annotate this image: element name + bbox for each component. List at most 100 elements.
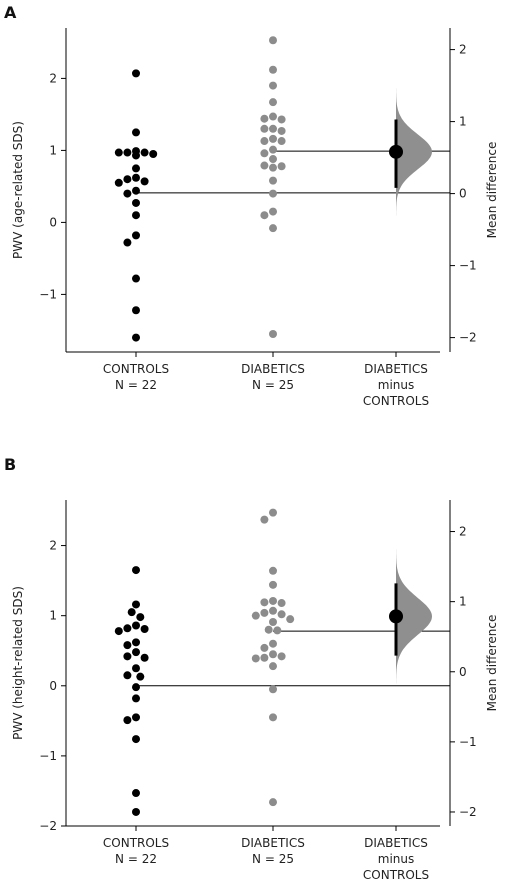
data-point	[136, 613, 145, 622]
data-point	[123, 716, 132, 725]
data-point	[269, 617, 277, 626]
y-tick-label: −1	[39, 287, 57, 301]
data-point	[132, 69, 140, 78]
data-point	[136, 672, 145, 681]
data-point	[123, 189, 132, 198]
data-point	[132, 683, 140, 692]
data-point	[269, 163, 277, 172]
y2-axis-label: Mean difference	[485, 142, 499, 239]
data-point	[132, 807, 140, 816]
y-axis-label: PWV (age-related SDS)	[11, 121, 25, 259]
data-point	[123, 624, 132, 633]
data-point	[132, 231, 140, 240]
x-tick-sublabel: N = 22	[115, 852, 157, 866]
data-point	[269, 685, 277, 694]
data-point	[132, 274, 140, 283]
data-point	[140, 177, 149, 186]
data-point	[269, 798, 277, 807]
data-point	[269, 650, 277, 659]
x-tick-sublabel: N = 22	[115, 378, 157, 392]
contrast-label: DIABETICS	[364, 836, 428, 850]
data-point	[277, 115, 286, 124]
y2-tick-label: −1	[459, 259, 477, 273]
data-point	[132, 713, 140, 722]
y-tick-label: 1	[49, 609, 57, 623]
data-point	[260, 598, 269, 607]
data-point	[260, 608, 269, 617]
data-point	[114, 627, 123, 636]
data-point	[127, 608, 136, 617]
mean-difference-point	[389, 144, 403, 159]
data-point	[260, 643, 269, 652]
data-point	[269, 713, 277, 722]
x-tick-label: CONTROLS	[103, 362, 169, 376]
data-point	[123, 652, 132, 661]
data-point	[132, 735, 140, 744]
contrast-label: CONTROLS	[363, 394, 429, 408]
y-tick-label: 0	[49, 679, 57, 693]
x-tick-label: DIABETICS	[241, 362, 305, 376]
y2-tick-label: −2	[459, 805, 477, 819]
contrast-label: minus	[378, 852, 415, 866]
data-point	[269, 124, 277, 133]
data-point	[286, 615, 295, 624]
panel-label: B	[4, 455, 16, 474]
data-point	[132, 128, 140, 137]
data-point	[132, 648, 140, 657]
data-point	[277, 599, 286, 608]
chart-panel-a: A −1 0 1 2 PWV (age-related SDS) CONTROLS N = 2…	[4, 3, 499, 408]
bootstrap-distribution	[396, 542, 432, 691]
data-point	[260, 124, 269, 133]
data-point	[269, 330, 277, 338]
data-point	[269, 596, 277, 605]
y2-tick-label: 0	[459, 665, 467, 679]
y2-axis-label: Mean difference	[485, 615, 499, 712]
data-point	[269, 65, 277, 74]
data-point	[269, 606, 277, 615]
data-point	[269, 639, 277, 648]
data-point	[123, 641, 132, 650]
contrast-label: minus	[378, 378, 415, 392]
y-tick-label: 2	[49, 539, 57, 553]
data-point	[260, 114, 269, 123]
data-point	[277, 162, 286, 171]
mean-difference-point	[389, 609, 403, 624]
y2-tick-label: 1	[459, 595, 467, 609]
data-point	[140, 148, 149, 157]
data-point	[260, 137, 269, 146]
data-point	[269, 145, 277, 154]
data-point	[260, 653, 269, 662]
data-point	[132, 333, 140, 342]
data-point	[132, 566, 140, 575]
data-point	[123, 238, 132, 247]
data-point	[269, 566, 277, 575]
data-point	[260, 149, 269, 158]
data-point	[251, 654, 260, 663]
data-point	[277, 126, 286, 135]
data-point	[269, 508, 277, 517]
data-point	[251, 611, 260, 620]
data-point	[132, 186, 140, 195]
data-point	[149, 150, 158, 158]
x-tick-sublabel: N = 25	[252, 378, 294, 392]
data-point	[132, 198, 140, 207]
data-point	[123, 175, 132, 184]
data-point	[277, 137, 286, 146]
data-point	[269, 176, 277, 185]
data-point	[132, 638, 140, 647]
panel-label: A	[4, 3, 17, 22]
y-tick-label: 2	[49, 71, 57, 85]
data-point	[132, 789, 140, 798]
y2-tick-label: 0	[459, 187, 467, 201]
data-point	[123, 671, 132, 680]
x-tick-label: DIABETICS	[241, 836, 305, 850]
data-point	[260, 211, 269, 220]
x-tick-label: CONTROLS	[103, 836, 169, 850]
data-point	[269, 662, 277, 671]
data-point	[132, 173, 140, 182]
data-point	[269, 134, 277, 143]
data-point	[114, 148, 123, 157]
data-point	[269, 112, 277, 121]
